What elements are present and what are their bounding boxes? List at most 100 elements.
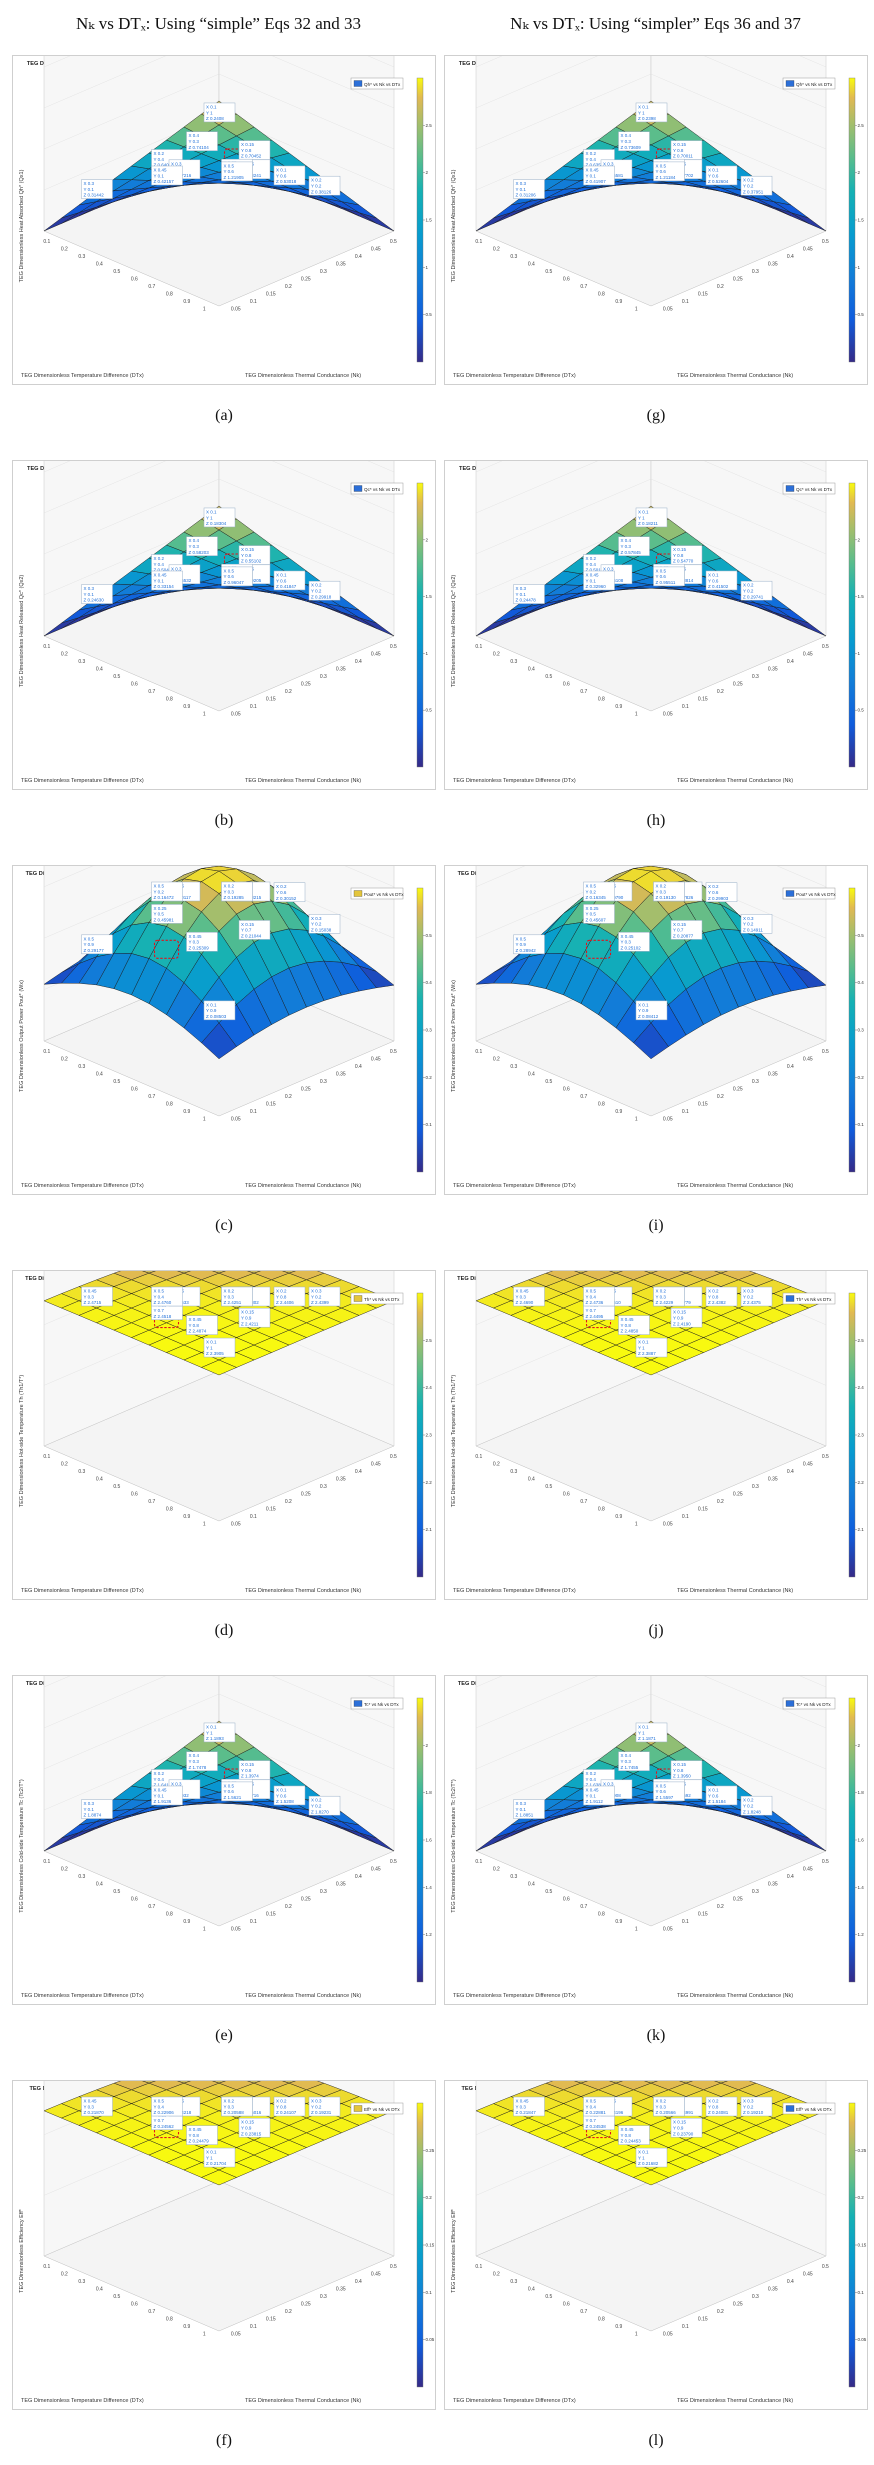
- grid-line: [43, 1676, 166, 1729]
- data-tip-line: Z 0.24630: [84, 598, 105, 603]
- data-tip-line: X 0.45: [621, 934, 635, 939]
- grid-line: [475, 1676, 598, 1729]
- legend-swatch: [353, 80, 363, 87]
- y-tick-label: 0.5: [390, 1049, 397, 1055]
- colorbar: 1.2 1.4 1.6 1.8 2: [848, 1697, 864, 1983]
- data-tip: X 0.3Y 0.1Z 0.31442: [81, 179, 113, 199]
- y-tick-label: 0.2: [285, 1499, 292, 1505]
- data-tip-line: X 0.3: [84, 181, 95, 186]
- y-tick-label: 0.5: [822, 1454, 829, 1460]
- data-tip-line: Y 0.1: [154, 173, 165, 178]
- data-tip-line: X 0.25: [586, 906, 600, 911]
- x-tick-label: 0.9: [615, 299, 622, 305]
- colorbar-tick-label: 2.1: [426, 1527, 433, 1532]
- data-tip-line: X 0.5: [154, 884, 165, 889]
- chart-panel-a: TEG Dimensionless Qh* (Qx1) vs Dimension…: [12, 55, 436, 385]
- data-tip-line: Z 0.18304: [206, 521, 227, 526]
- data-tip-box: [308, 914, 341, 934]
- x-tick-label: 0.7: [148, 1904, 155, 1910]
- data-tip: X 0.2Y 0.2Z 1.8270: [308, 1795, 341, 1816]
- data-tip-line: X 0.2: [311, 178, 322, 183]
- x-tick-label: 0.5: [545, 1079, 552, 1085]
- data-tip-box: [653, 881, 685, 902]
- data-tip-line: Y 0.1: [516, 1807, 527, 1812]
- x-tick-label: 0.7: [580, 1094, 587, 1100]
- data-tip-line: Y 0.2: [743, 1294, 754, 1299]
- x-axis: 1 0.9 0.8 0.7 0.6 0.5 0.4 0.3 0.2 0.1: [43, 239, 206, 312]
- data-tip-line: Y 0.5: [586, 912, 597, 917]
- data-tip-line: Y 0.2: [743, 184, 754, 189]
- data-tip-line: Y 0.6: [224, 574, 235, 579]
- chart-panel-e: TEG Dimensionless Tc (Tc2/T*) vs Dimensi…: [12, 1675, 436, 2005]
- x-tick-label: 1: [203, 1521, 206, 1527]
- data-tip-box: [618, 932, 650, 952]
- data-tip: X 0.5Y 0.2Z 0.16345: [583, 881, 615, 902]
- data-tip-box: [238, 920, 271, 940]
- y-axis-label: TEG Dimensionless Thermal Conductance (N…: [677, 1993, 793, 1999]
- data-tip-box: [186, 932, 218, 952]
- data-tip: X 0.4Y 0.3Z 0.74104: [186, 131, 218, 151]
- data-tip: X 0.15Y 0.7Z 0.20877: [670, 920, 703, 940]
- x-axis: 1 0.9 0.8 0.7 0.6 0.5 0.4 0.3 0.2 0.1: [475, 644, 638, 718]
- y-axis-label: TEG Dimensionless Thermal Conductance (N…: [677, 1183, 793, 1189]
- x-tick-label: 1: [635, 1116, 638, 1122]
- data-tip-line: Y 0.8: [621, 2133, 632, 2138]
- data-tip-line: Y 0.4: [154, 157, 165, 162]
- data-tip-box: [308, 1286, 341, 1307]
- x-tick-label: 0.4: [528, 1071, 535, 1077]
- x-tick-label: 0.6: [563, 276, 570, 282]
- x-tick-label: 0.6: [131, 276, 138, 282]
- colorbar-tick-label: 2.5: [858, 1338, 865, 1343]
- colorbar-tick-label: 1: [858, 265, 861, 270]
- legend: Qh* vs Nk vs DTx: [782, 77, 836, 90]
- x-tick-label: 0.4: [96, 666, 103, 672]
- y-tick-label: 0.45: [371, 246, 381, 252]
- x-tick-label: 0.2: [61, 1056, 68, 1062]
- y-tick-label: 0.3: [320, 674, 327, 680]
- colorbar-tick-label: 0.15: [858, 2243, 867, 2248]
- y-tick-label: 0.5: [390, 1859, 397, 1865]
- data-tip-line: X 0.15: [241, 2120, 255, 2125]
- data-tip: X 0.45Y 0.3Z 2.4715: [81, 1286, 113, 1307]
- data-tip-line: Z 0.63566: [586, 163, 607, 168]
- data-tip-line: Y 0.3: [621, 544, 632, 549]
- grid-line: [272, 461, 395, 514]
- data-tip-line: X 0.45: [189, 1317, 203, 1322]
- data-tip-line: Y 0.4: [154, 1294, 165, 1299]
- data-tip: X 0.2Y 0.3Z 2.4251: [221, 1286, 253, 1307]
- data-tip-line: X 0.1: [276, 167, 287, 172]
- x-axis-label: TEG Dimensionless Temperature Difference…: [453, 778, 576, 784]
- data-tip-line: Y 0.4: [586, 1294, 597, 1299]
- data-tip-line: Y 0.3: [224, 889, 235, 894]
- y-tick-label: 0.35: [336, 666, 346, 672]
- x-tick-label: 0.5: [113, 2294, 120, 2300]
- x-tick-label: 0.5: [545, 674, 552, 680]
- data-tip-line: Z 1.5208: [276, 1799, 294, 1804]
- data-tip-line: X 0.2: [154, 1771, 165, 1776]
- data-tip-box: [203, 102, 236, 123]
- data-tip: X 0.1Y 0.9Z 0.08503: [203, 1000, 236, 1021]
- data-tip-box: [618, 2125, 650, 2145]
- y-axis: 0.05 0.1 0.15 0.2 0.25 0.3 0.35 0.4 0.45 0.5: [231, 2264, 397, 2338]
- y-tick-label: 0.45: [371, 1866, 381, 1872]
- x-tick-label: 0.3: [510, 1874, 517, 1880]
- y-axis-label: TEG Dimensionless Thermal Conductance (N…: [245, 2398, 361, 2404]
- data-tip-line: Y 0.9: [241, 2125, 252, 2130]
- y-tick-label: 0.1: [682, 1109, 689, 1115]
- y-tick-label: 0.45: [803, 1461, 813, 1467]
- surface-cell: [714, 1271, 728, 1274]
- data-tip-line: Z 2.4518: [154, 1314, 172, 1319]
- data-tip: X 0.5Y 0.2Z 0.16472: [151, 881, 183, 902]
- data-tip: X 0.5Y 0.6Z 1.5621: [221, 1781, 253, 1802]
- data-tip-line: Y 1: [638, 2155, 645, 2160]
- data-tip-box: [151, 570, 183, 591]
- data-tip-line: Y 0.8: [241, 1768, 252, 1773]
- colorbar-tick-label: 1.5: [858, 594, 865, 599]
- data-tip-line: Y 0.6: [708, 890, 719, 895]
- data-tip-box: [151, 165, 183, 186]
- data-tip-line: Y 1: [638, 1345, 645, 1350]
- x-tick-label: 0.3: [510, 1064, 517, 1070]
